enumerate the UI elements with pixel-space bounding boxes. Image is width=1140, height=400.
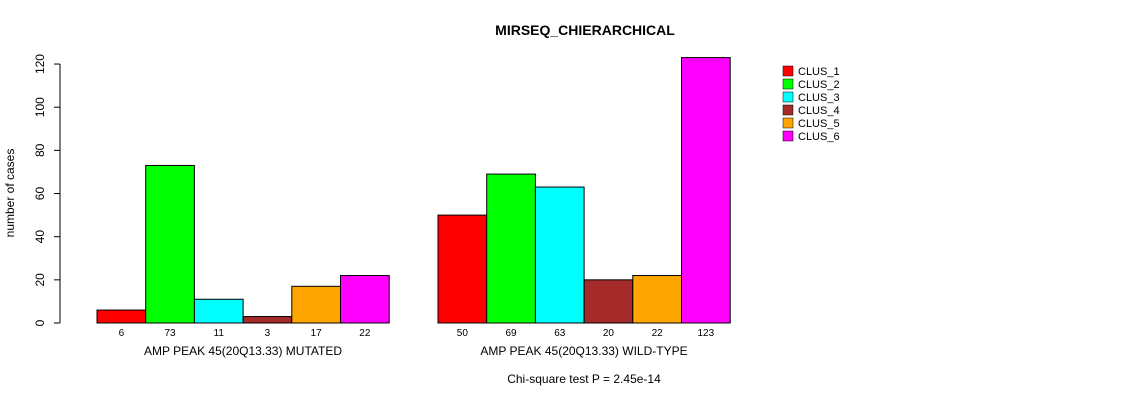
bar-clus-4-mutated bbox=[242, 316, 293, 324]
bar-count-label: 20 bbox=[603, 328, 615, 339]
bar-clus-3-mutated bbox=[193, 298, 244, 324]
bar-clus-6-mutated bbox=[340, 275, 390, 324]
bar-clus-4-wild-type bbox=[583, 279, 634, 324]
chart-title: MIRSEQ_CHIERARCHICAL bbox=[495, 22, 675, 38]
y-tick-label: 0 bbox=[33, 319, 47, 326]
legend-label: CLUS_6 bbox=[798, 131, 840, 143]
y-axis-label: number of cases bbox=[3, 149, 17, 238]
legend-label: CLUS_1 bbox=[798, 66, 840, 78]
bar-count-label: 50 bbox=[457, 328, 469, 339]
bar-count-label: 22 bbox=[359, 328, 371, 339]
legend-label: CLUS_4 bbox=[798, 105, 840, 117]
count-labels: 6 73 11 3 17 22 50 69 63 20 22 123 bbox=[119, 328, 715, 339]
y-tick-label: 40 bbox=[33, 230, 47, 244]
bar-clus-5-mutated bbox=[291, 285, 341, 324]
y-tick-label: 60 bbox=[33, 187, 47, 201]
bar-count-label: 73 bbox=[164, 328, 176, 339]
legend-swatch bbox=[782, 65, 794, 77]
bar-count-label: 17 bbox=[311, 328, 323, 339]
legend-swatch bbox=[782, 117, 794, 129]
bar-count-label: 63 bbox=[554, 328, 566, 339]
legend-swatch bbox=[782, 91, 794, 103]
bar-clus-5-wild-type bbox=[632, 275, 682, 324]
bar-clus-1-mutated bbox=[96, 309, 147, 324]
group-label-wild-type: AMP PEAK 45(20Q13.33) WILD-TYPE bbox=[480, 344, 687, 358]
y-tick-label: 20 bbox=[33, 273, 47, 287]
bar-clus-2-wild-type bbox=[486, 173, 536, 324]
legend-label: CLUS_2 bbox=[798, 79, 840, 91]
bar-count-label: 11 bbox=[214, 328, 225, 339]
y-axis: 0 20 40 60 80 100 120 bbox=[33, 54, 61, 326]
legend-label: CLUS_5 bbox=[798, 118, 840, 130]
legend-swatch bbox=[782, 78, 794, 90]
y-tick-label: 80 bbox=[33, 143, 47, 157]
legend-swatch bbox=[782, 130, 794, 142]
bar-clus-3-wild-type bbox=[534, 186, 585, 324]
bar-count-label: 69 bbox=[505, 328, 517, 339]
bars bbox=[96, 57, 731, 324]
y-tick-label: 120 bbox=[33, 54, 47, 74]
bar-clus-1-wild-type bbox=[437, 214, 488, 324]
bar-clus-2-mutated bbox=[145, 164, 195, 324]
bar-count-label: 22 bbox=[652, 328, 664, 339]
y-tick-label: 100 bbox=[33, 97, 47, 117]
legend-swatch bbox=[782, 104, 794, 116]
legend-label: CLUS_3 bbox=[798, 92, 840, 104]
bar-count-label: 123 bbox=[698, 328, 715, 339]
group-label-mutated: AMP PEAK 45(20Q13.33) MUTATED bbox=[144, 344, 342, 358]
bar-count-label: 3 bbox=[265, 328, 271, 339]
bar-clus-6-wild-type bbox=[681, 57, 731, 324]
chi-square-annotation: Chi-square test P = 2.45e-14 bbox=[507, 372, 661, 386]
bar-count-label: 6 bbox=[119, 328, 125, 339]
